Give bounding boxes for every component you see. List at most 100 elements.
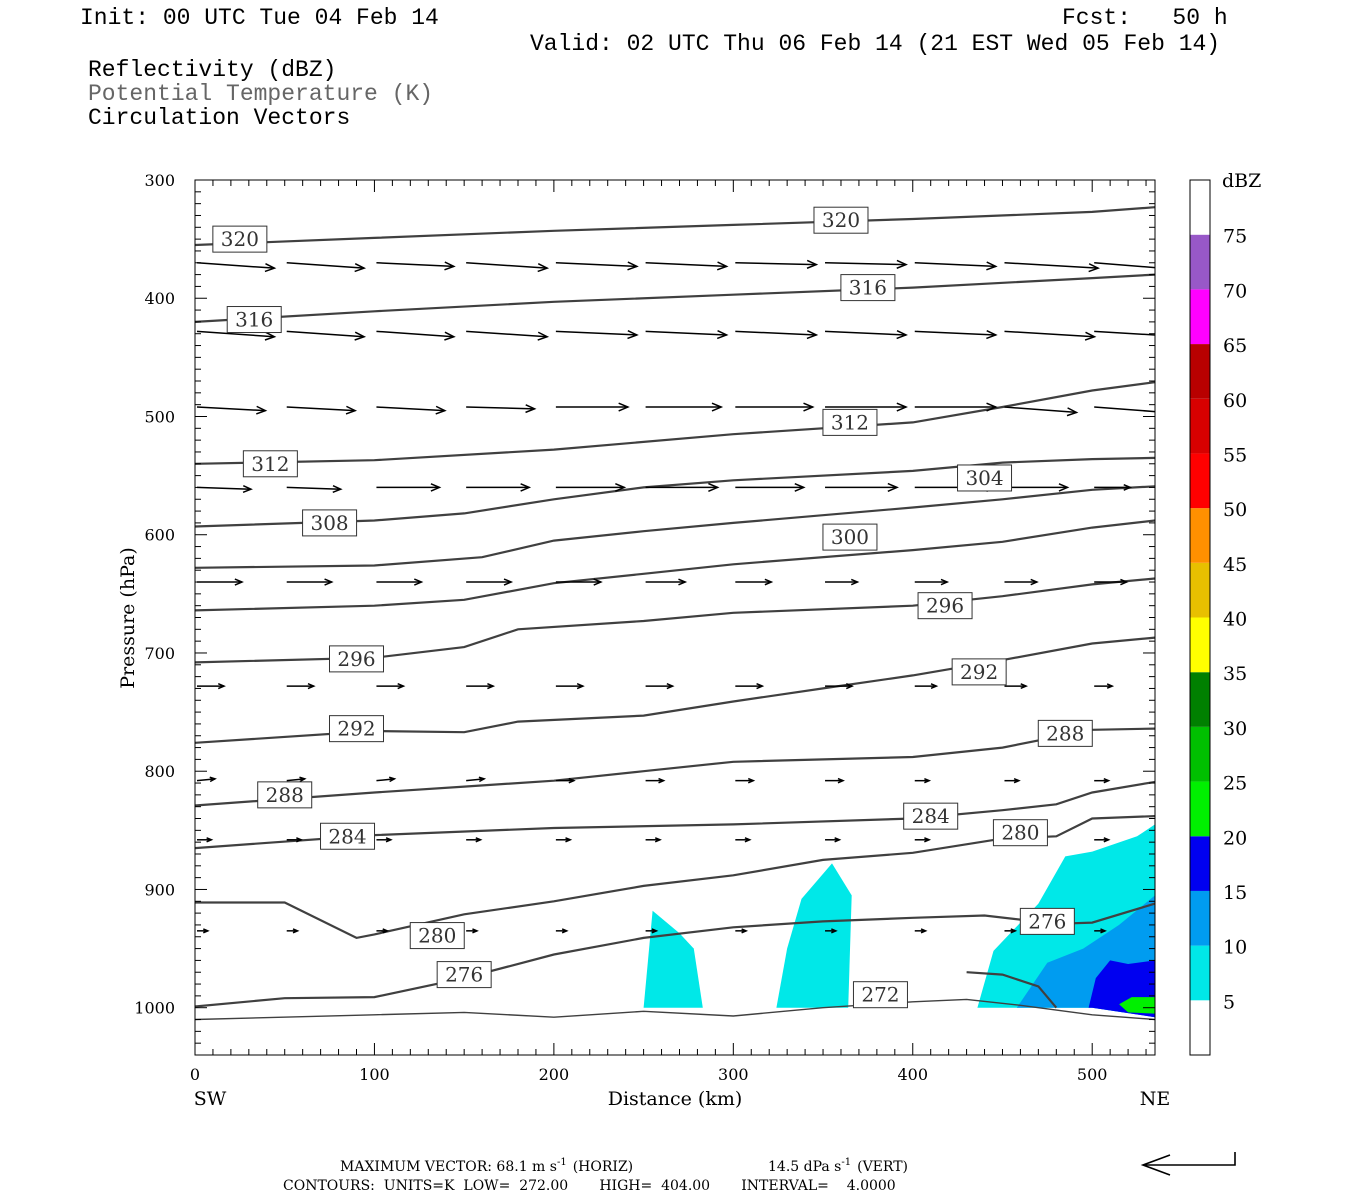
footer-contours: CONTOURS: UNITS=K LOW= 272.00 HIGH= 404.… — [283, 1178, 896, 1194]
vector-head — [887, 482, 899, 493]
vector-shaft — [376, 406, 445, 412]
colorbar-swatch — [1190, 453, 1210, 509]
vector-head — [324, 578, 334, 586]
vector-arrow-icon — [466, 578, 514, 586]
vector-head — [256, 405, 268, 415]
theta-label-276-1: 276 — [1028, 909, 1066, 933]
vector-arrow-icon — [1094, 330, 1155, 336]
x-axis-title: Distance (km) — [608, 1088, 743, 1110]
theta-contour-272 — [195, 998, 1155, 1021]
vector-head — [930, 683, 939, 690]
vector-arrow-icon — [286, 682, 316, 690]
vector-head — [1066, 407, 1079, 417]
vector-head — [1123, 484, 1133, 491]
vector-head — [537, 331, 550, 341]
vector-shaft — [1004, 262, 1099, 269]
x-tick-label: 300 — [718, 1065, 749, 1084]
y-axis-title: Pressure (hPa) — [117, 547, 139, 689]
theta-label-280-0: 280 — [418, 924, 456, 948]
colorbar-swatch — [1190, 617, 1210, 673]
theta-label-280-1: 280 — [1001, 821, 1039, 845]
vector-shaft — [735, 262, 817, 266]
vector-shaft — [1094, 406, 1155, 413]
vector-shaft — [555, 330, 637, 336]
theta-label-312-1: 312 — [831, 410, 869, 434]
vector-head — [475, 837, 483, 843]
vector-arrow-icon — [1004, 578, 1039, 586]
colorbar-swatch — [1190, 781, 1210, 837]
vector-head — [332, 484, 343, 493]
vector-head — [666, 682, 675, 690]
vector-arrow-icon — [286, 262, 367, 273]
vector-head — [845, 682, 854, 690]
vector-head — [834, 837, 842, 843]
vector-head — [986, 261, 998, 271]
theta-contour-274 — [966, 971, 1058, 1009]
y-tick-label: 600 — [144, 526, 175, 545]
theta-label-296-1: 296 — [926, 594, 964, 618]
vector-shaft — [286, 778, 305, 782]
theta-label-box-288-1 — [1037, 719, 1093, 747]
theta-label-316-1: 316 — [849, 276, 887, 300]
x-right-end-label: NE — [1140, 1088, 1171, 1110]
vector-arrow-icon — [1004, 683, 1029, 690]
colorbar-tick-label: 5 — [1223, 991, 1235, 1013]
vector-head — [986, 329, 998, 340]
footer-max-vector: MAXIMUM VECTOR: 68.1 m s-1 (HORIZ) — [340, 1157, 633, 1175]
colorbar-swatch — [1190, 672, 1210, 727]
vector-arrow-icon — [825, 482, 899, 493]
vector-head — [444, 261, 456, 271]
reflectivity-region-5dbz-1 — [776, 863, 852, 1008]
y-tick-label: 800 — [144, 762, 175, 781]
vector-head — [837, 777, 845, 784]
vector-head — [397, 682, 406, 690]
vector-shaft — [1004, 330, 1095, 338]
vector-shaft — [286, 262, 365, 269]
vector-head — [209, 776, 217, 783]
theta-label-box-316-0 — [226, 306, 282, 334]
vector-shaft — [286, 486, 341, 490]
vector-shaft — [196, 486, 252, 490]
vector-arrow-icon — [376, 261, 456, 271]
vector-head — [896, 259, 908, 269]
vector-head — [593, 578, 603, 586]
vector-shaft — [196, 778, 216, 782]
vector-arrow-icon — [196, 776, 217, 783]
init-time: Init: 00 UTC Tue 04 Feb 14 — [80, 5, 439, 31]
vector-arrow-icon — [1004, 483, 1070, 492]
forecast-hour: Fcst: 50 h — [1062, 5, 1228, 31]
vector-arrow-icon — [645, 682, 675, 690]
vector-arrow-icon — [555, 261, 639, 271]
vector-head — [986, 402, 998, 412]
vector-head — [430, 483, 442, 492]
vector-arrow-icon — [196, 262, 277, 273]
theta-label-292-1: 292 — [960, 660, 998, 684]
theta-contour-320 — [195, 206, 1155, 247]
vector-arrow-icon — [825, 259, 908, 269]
vector-arrow-icon — [735, 682, 765, 690]
vector-arrow-icon — [376, 928, 390, 934]
vector-arrow-icon — [645, 402, 724, 412]
theta-label-320-0: 320 — [221, 227, 259, 251]
colorbar-swatch — [1190, 562, 1210, 618]
vector-arrow-icon — [914, 402, 998, 412]
colorbar-tick-label: 45 — [1223, 554, 1247, 576]
vector-head — [345, 405, 358, 415]
theta-label-292-0: 292 — [337, 717, 375, 741]
colorbar-tick-label: 55 — [1223, 444, 1247, 466]
vector-arrow-icon — [735, 578, 774, 586]
vector-arrow-icon — [466, 404, 537, 414]
vector-head — [654, 837, 662, 843]
vector-head — [382, 928, 390, 934]
vector-arrow-icon — [286, 928, 300, 934]
vector-arrow-icon — [1094, 837, 1111, 843]
reflectivity-region-20dbz-5 — [1119, 997, 1155, 1014]
vector-arrow-icon — [735, 777, 756, 784]
reflectivity-region-5dbz-0 — [643, 910, 703, 1008]
vector-head — [1100, 928, 1107, 934]
vector-arrow-icon — [645, 261, 729, 271]
vector-shaft — [376, 330, 454, 338]
vector-arrow-icon — [286, 330, 367, 341]
x-tick-label: 200 — [539, 1065, 570, 1084]
vector-shaft — [376, 778, 395, 782]
